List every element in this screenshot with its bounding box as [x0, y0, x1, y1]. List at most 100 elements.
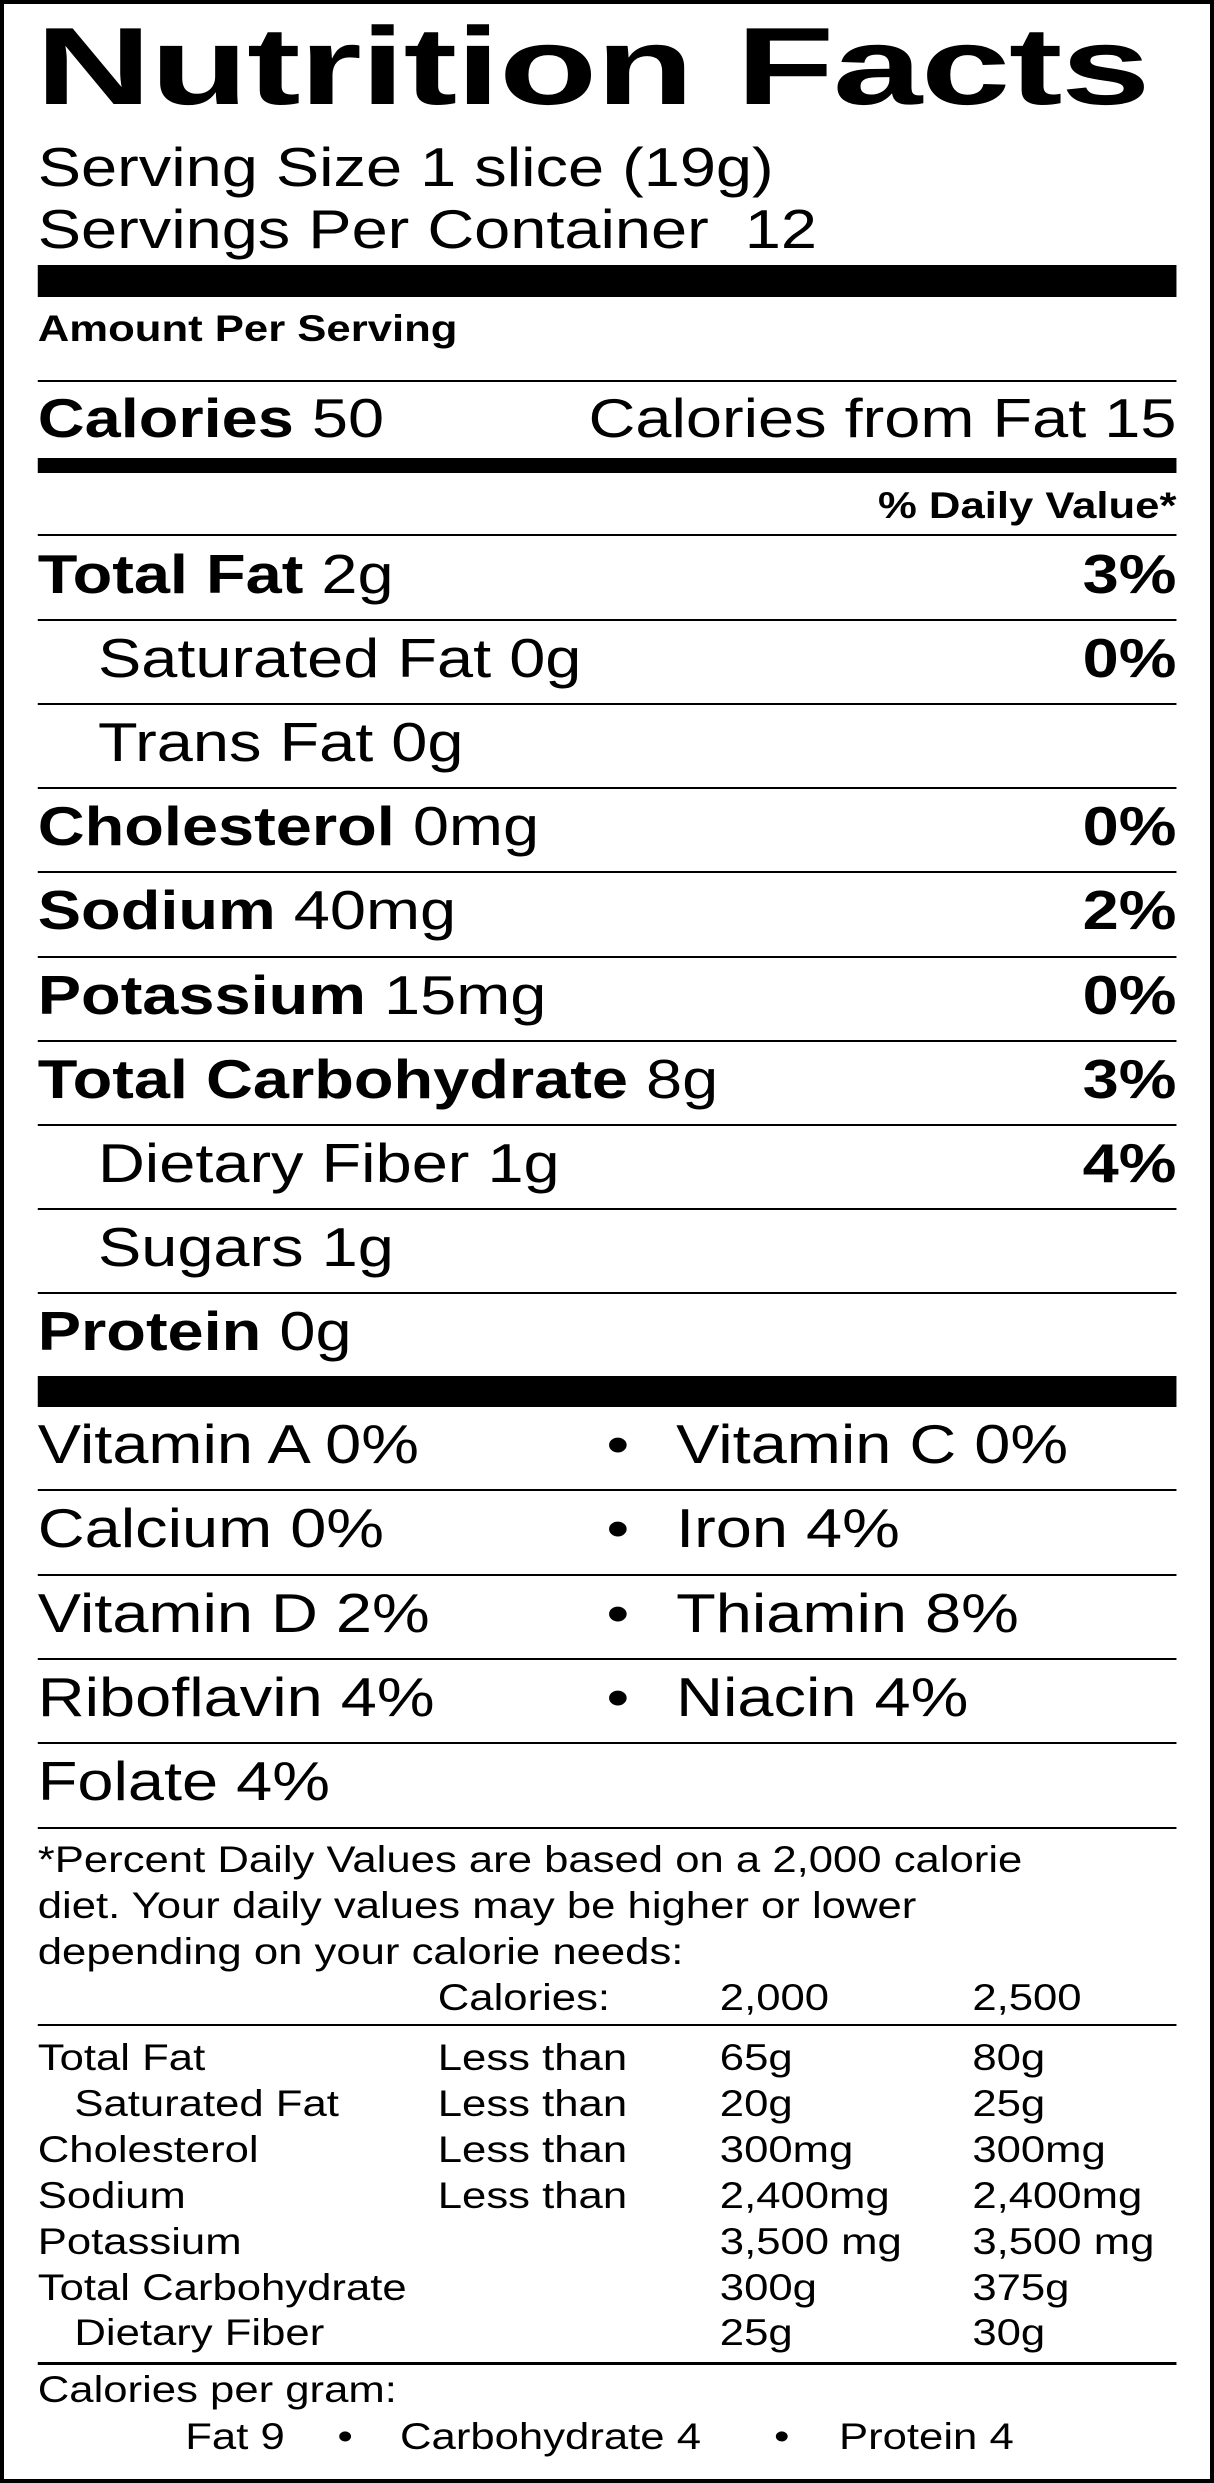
vitamin-right: Iron 4%: [676, 1497, 900, 1559]
dv-table-2000: 25g: [719, 2312, 793, 2354]
divider: [37, 871, 1177, 874]
nutrient-row: Protein 0g: [38, 1300, 352, 1363]
dv-table-2500: 2,400mg: [972, 2174, 1143, 2216]
nutrient-name: Sodium: [37, 879, 276, 942]
nutrient-name: Trans Fat: [97, 711, 374, 774]
dv-table-qualifier: Less than: [437, 2037, 628, 2078]
nutrient-row: Cholesterol 0mg: [38, 795, 539, 858]
nutrient-name: Total Carbohydrate: [37, 1047, 628, 1110]
divider: [37, 2024, 1177, 2026]
divider: [37, 1123, 1177, 1126]
divider: [37, 1207, 1177, 1210]
nutrient-name: Protein: [37, 1299, 262, 1362]
vitamin-left: Riboflavin 4%: [37, 1666, 435, 1728]
amount-per-serving: Amount Per Serving: [37, 308, 458, 349]
dv-table-2000: 20g: [719, 2082, 793, 2124]
cpg-fat: Fat 9: [185, 2416, 285, 2457]
dv-table-2500: 30g: [972, 2312, 1046, 2354]
daily-value-header: % Daily Value*: [877, 485, 1177, 526]
nutrient-name: Potassium: [37, 963, 366, 1026]
divider: [37, 1291, 1177, 1294]
dv-table-2000: 300g: [719, 2266, 817, 2308]
calories-row: Calories 50: [38, 387, 384, 450]
dv-table-2500: 300mg: [972, 2128, 1106, 2170]
divider: [37, 955, 1177, 958]
bullet: •: [606, 1497, 630, 1559]
dv-table-header: 2,500: [972, 1977, 1082, 2018]
dv-table-2500: 80g: [972, 2037, 1046, 2078]
nutrient-amount: 0mg: [412, 795, 540, 858]
nutrient-daily-value: 3%: [1082, 543, 1177, 605]
nutrient-row: Total Carbohydrate 8g: [38, 1048, 718, 1111]
nutrient-name: Dietary Fiber: [97, 1131, 470, 1194]
dv-table-2500: 3,500 mg: [972, 2220, 1155, 2262]
nutrient-amount: 40mg: [293, 879, 457, 942]
dv-table-header: Calories:: [437, 1977, 611, 2018]
nutrient-amount: 0g: [279, 1299, 352, 1362]
vitamin-right: Vitamin C 0%: [676, 1413, 1069, 1475]
bullet: •: [606, 1582, 630, 1644]
nutrient-name: Cholesterol: [37, 795, 395, 858]
label-title: Nutrition Facts: [35, 5, 1150, 128]
servings-per-container: Servings Per Container 12: [37, 198, 817, 260]
vitamin-left: Calcium 0%: [37, 1497, 385, 1559]
cpg-protein: Protein 4: [838, 2416, 1014, 2457]
vitamin-right: Niacin 4%: [676, 1666, 969, 1728]
nutrient-amount: 15mg: [384, 963, 547, 1026]
dv-table-header: 2,000: [719, 1977, 830, 2018]
nutrient-daily-value: 0%: [1082, 963, 1177, 1026]
divider: [37, 380, 1177, 382]
divider: [37, 787, 1177, 790]
dv-table-nutrient: Sodium: [37, 2174, 186, 2216]
dv-table-qualifier: Less than: [437, 2128, 628, 2170]
nutrient-amount: 8g: [645, 1047, 719, 1110]
nutrient-row: Sodium 40mg: [38, 879, 456, 942]
divider: [37, 534, 1177, 536]
nutrient-row: Trans Fat 0g: [98, 711, 464, 774]
vitamin-left: Vitamin A 0%: [37, 1413, 419, 1475]
nutrient-daily-value: 3%: [1082, 1047, 1177, 1110]
bullet: •: [774, 2416, 790, 2457]
dv-table-2500: 25g: [972, 2082, 1046, 2124]
footnote-line: depending on your calorie needs:: [37, 1931, 684, 1972]
dv-table-2500: 375g: [972, 2266, 1070, 2308]
divider: [37, 1489, 1177, 1491]
dv-table-2000: 65g: [719, 2037, 793, 2078]
thick-divider: [37, 1376, 1177, 1407]
divider: [37, 619, 1177, 622]
bullet: •: [337, 2416, 353, 2457]
nutrient-name: Total Fat: [37, 543, 304, 605]
dv-table-qualifier: Less than: [437, 2174, 628, 2216]
divider: [37, 1742, 1177, 1744]
serving-size: Serving Size 1 slice (19g): [37, 136, 774, 198]
vitamin-left: Vitamin D 2%: [37, 1582, 430, 1644]
dv-table-2000: 3,500 mg: [719, 2220, 902, 2262]
nutrient-row: Total Fat 2g: [38, 543, 394, 606]
cpg-carbohydrate: Carbohydrate 4: [400, 2416, 701, 2457]
thick-divider: [37, 265, 1177, 297]
bullet: •: [606, 1413, 630, 1475]
divider: [37, 1658, 1177, 1660]
footnote-line: diet. Your daily values may be higher or…: [37, 1885, 917, 1926]
medium-divider: [37, 458, 1177, 473]
dv-table-nutrient: Cholesterol: [37, 2128, 259, 2170]
nutrient-row: Saturated Fat 0g: [98, 627, 581, 690]
nutrient-amount: 2g: [321, 543, 394, 605]
nutrient-daily-value: 0%: [1082, 627, 1177, 690]
divider: [37, 1827, 1177, 1829]
nutrient-amount: 0g: [391, 711, 464, 774]
dv-table-2000: 300mg: [719, 2128, 854, 2170]
nutrient-daily-value: 0%: [1082, 795, 1177, 858]
divider: [37, 1039, 1177, 1042]
vitamin-right: Thiamin 8%: [676, 1582, 1019, 1644]
nutrient-row: Sugars 1g: [98, 1216, 394, 1279]
divider: [37, 1574, 1177, 1576]
dv-table-nutrient: Total Fat: [37, 2037, 206, 2078]
nutrient-amount: 1g: [321, 1215, 394, 1278]
dv-table-nutrient: Dietary Fiber: [74, 2312, 325, 2354]
calories-from-fat: Calories from Fat 15: [588, 387, 1177, 449]
nutrient-row: Dietary Fiber 1g: [98, 1132, 560, 1195]
footnote-line: *Percent Daily Values are based on a 2,0…: [37, 1839, 1023, 1880]
